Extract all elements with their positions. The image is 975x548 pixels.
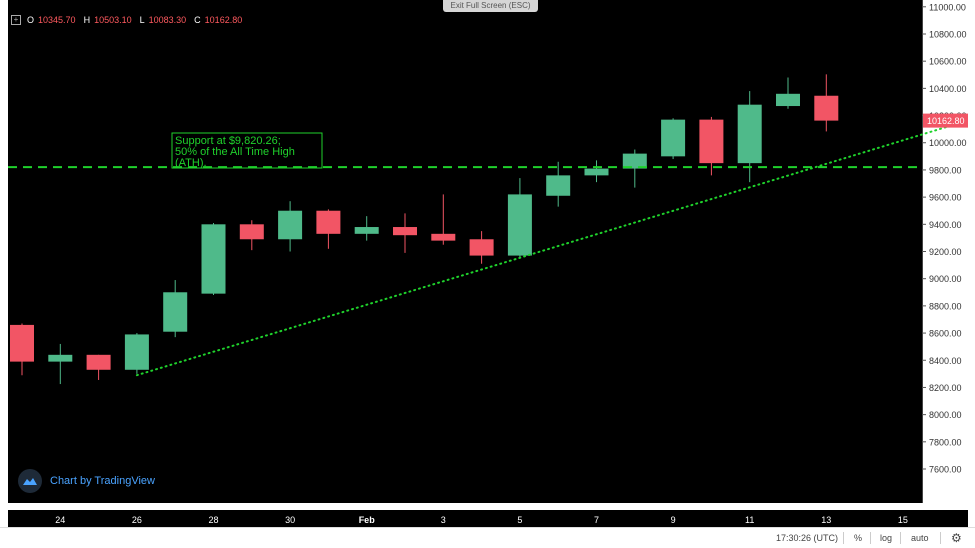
- exit-fullscreen-button[interactable]: Exit Full Screen (ESC): [443, 0, 538, 12]
- high-label: H: [83, 15, 91, 25]
- x-tick-label: 3: [441, 515, 446, 525]
- candle-body[interactable]: [622, 153, 647, 169]
- last-price-label: 10162.80: [927, 116, 965, 126]
- add-indicator-icon[interactable]: +: [11, 15, 21, 25]
- close-label: C: [194, 15, 201, 25]
- time-scale[interactable]: [8, 510, 968, 527]
- x-tick-label: 30: [285, 515, 295, 525]
- trend-line[interactable]: [135, 124, 954, 377]
- y-tick-label: 11000.00: [929, 2, 966, 12]
- x-tick-label: 26: [132, 515, 142, 525]
- candle-body[interactable]: [86, 354, 111, 370]
- candle-body[interactable]: [507, 194, 532, 256]
- candle-body[interactable]: [393, 227, 417, 236]
- annotation-line-3: (ATH).: [175, 157, 207, 169]
- y-tick-label: 8200.00: [929, 383, 962, 393]
- low-value: 10083.30: [148, 15, 187, 25]
- candle-body[interactable]: [431, 233, 456, 241]
- candle-body[interactable]: [316, 210, 341, 234]
- tradingview-branding[interactable]: Chart by TradingView: [18, 469, 155, 493]
- candle-body[interactable]: [48, 354, 73, 362]
- candle-body[interactable]: [814, 95, 839, 121]
- tradingview-logo-icon: [18, 469, 42, 493]
- candle-body[interactable]: [354, 227, 379, 234]
- annotation-box[interactable]: [171, 132, 323, 169]
- y-tick-label: 9600.00: [929, 193, 962, 203]
- y-tick-label: 7600.00: [929, 465, 962, 475]
- annotation-line-2: 50% of the All Time High: [175, 146, 295, 158]
- candle-body[interactable]: [737, 104, 762, 164]
- ohlc-legend: + O 10345.70 H 10503.10 L 10083.30 C 101…: [11, 13, 246, 27]
- y-tick-label: 8800.00: [929, 301, 962, 311]
- y-tick-label: 7800.00: [929, 437, 962, 447]
- y-tick-label: 8000.00: [929, 410, 962, 420]
- candle-body[interactable]: [163, 292, 188, 332]
- x-tick-label: 24: [55, 515, 65, 525]
- x-tick-label: 5: [517, 515, 522, 525]
- x-tick-label: 15: [898, 515, 908, 525]
- candle-body[interactable]: [10, 324, 34, 362]
- candle-body[interactable]: [546, 175, 571, 196]
- annotation-line-1: Support at $9,820.26;: [175, 135, 281, 147]
- high-value: 10503.10: [94, 15, 132, 25]
- utc-clock[interactable]: 17:30:26 (UTC): [776, 533, 839, 543]
- candle-body[interactable]: [661, 119, 686, 157]
- candle-body[interactable]: [201, 224, 226, 294]
- candle-body[interactable]: [699, 119, 724, 164]
- candle-body[interactable]: [469, 239, 494, 256]
- x-tick-label: 7: [594, 515, 599, 525]
- y-tick-label: 10600.00: [929, 57, 967, 67]
- chart-plot-area[interactable]: [8, 0, 922, 503]
- y-tick-label: 9200.00: [929, 247, 962, 257]
- toolbar-divider: [870, 532, 871, 544]
- auto-scale-toggle[interactable]: auto: [911, 533, 929, 543]
- candle-body[interactable]: [278, 210, 303, 240]
- x-tick-label: Feb: [359, 515, 376, 525]
- y-tick-label: 8600.00: [929, 329, 962, 339]
- open-label: O: [27, 15, 35, 25]
- low-label: L: [139, 15, 145, 25]
- y-tick-label: 10400.00: [929, 84, 967, 94]
- last-price-tag: [923, 113, 968, 128]
- gear-icon[interactable]: ⚙: [951, 531, 962, 545]
- log-toggle[interactable]: log: [880, 533, 893, 543]
- y-tick-label: 10000.00: [929, 138, 967, 148]
- close-value: 10162.80: [204, 15, 243, 25]
- candle-body[interactable]: [584, 168, 609, 176]
- y-tick-label: 9400.00: [929, 220, 962, 230]
- bottom-toolbar: 17:30:26 (UTC) % log auto ⚙: [0, 527, 975, 548]
- toolbar-divider: [900, 532, 901, 544]
- candle-body[interactable]: [776, 93, 800, 107]
- x-tick-label: 9: [671, 515, 676, 525]
- x-tick-label: 13: [821, 515, 831, 525]
- y-tick-label: 8400.00: [929, 356, 962, 366]
- open-value: 10345.70: [38, 15, 76, 25]
- y-tick-label: 10800.00: [929, 29, 967, 39]
- y-tick-label: 9800.00: [929, 165, 962, 175]
- percent-toggle[interactable]: %: [854, 533, 863, 543]
- price-scale[interactable]: [922, 0, 968, 503]
- toolbar-divider: [940, 532, 941, 544]
- y-tick-label: 9000.00: [929, 274, 962, 284]
- x-tick-label: 28: [208, 515, 218, 525]
- candle-body[interactable]: [239, 224, 264, 240]
- toolbar-divider: [843, 532, 844, 544]
- candle-body[interactable]: [124, 334, 149, 370]
- x-tick-label: 11: [745, 515, 754, 525]
- tradingview-label: Chart by TradingView: [50, 475, 155, 487]
